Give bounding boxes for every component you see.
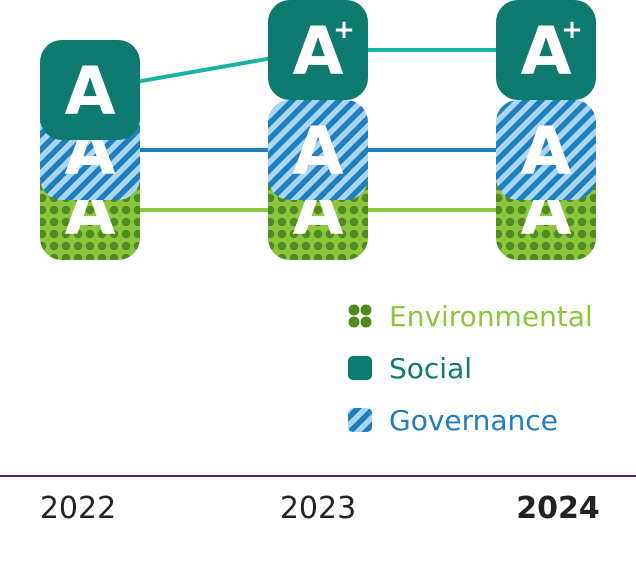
rating-letter: A	[292, 13, 343, 90]
badge-shape	[268, 0, 368, 100]
year-label-2024: 2024	[516, 491, 600, 526]
rating-letter: A	[520, 13, 571, 90]
x-axis-labels: 2022 2023 2024	[40, 491, 600, 526]
legend-swatch-dots	[348, 304, 372, 328]
legend-item-social: Social	[348, 352, 472, 385]
rating-letter: A	[520, 113, 571, 190]
year-label-2023: 2023	[280, 491, 356, 526]
badge-shape	[40, 40, 140, 140]
legend-label: Environmental	[389, 300, 593, 333]
rating-letter: A	[292, 113, 343, 190]
legend-swatch-social	[348, 356, 372, 380]
year-label-2022: 2022	[40, 491, 116, 526]
legend-label: Governance	[389, 404, 558, 437]
rating-letter: A	[64, 53, 115, 130]
legend-label: Social	[389, 352, 472, 385]
rating-badges: A A AA A AAA+ A+	[40, 0, 596, 260]
legend-item-governance: Governance	[348, 404, 558, 437]
badge-social-2023: A+	[268, 0, 368, 100]
badge-governance-2023: A	[268, 100, 368, 200]
badge-social-2024: A+	[496, 0, 596, 100]
badge-shape	[268, 100, 368, 200]
legend-swatch-governance	[348, 408, 372, 432]
rating-plus: +	[333, 15, 355, 45]
badge-governance-2024: A	[496, 100, 596, 200]
rating-plus: +	[561, 15, 583, 45]
badge-shape	[496, 100, 596, 200]
badge-shape	[496, 0, 596, 100]
legend: Environmental Social Governance	[348, 300, 593, 437]
badge-social-2022: A	[40, 40, 140, 140]
legend-item-environmental: Environmental	[348, 300, 593, 333]
